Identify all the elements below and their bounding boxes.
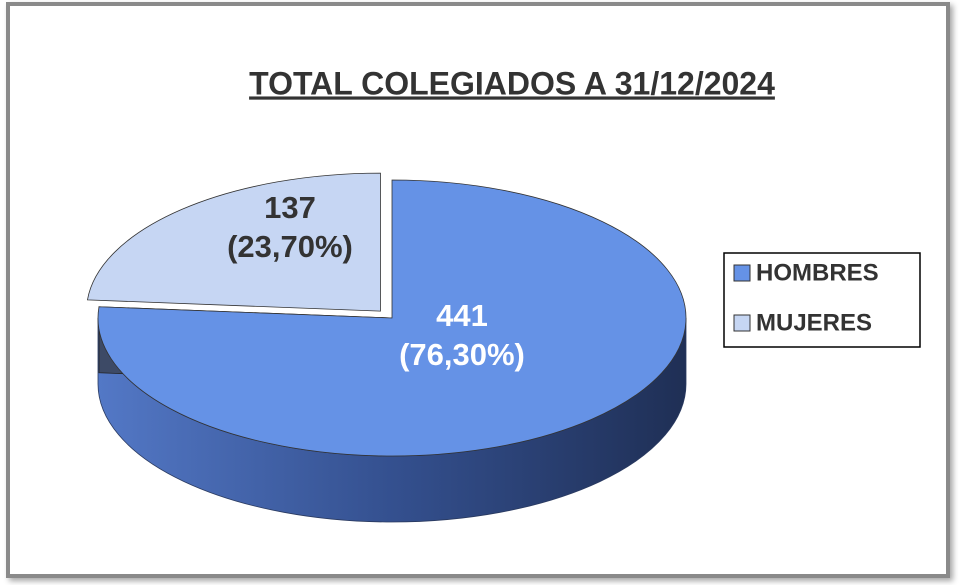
chart-title: TOTAL COLEGIADOS A 31/12/2024 (249, 65, 775, 101)
slice (86, 172, 381, 312)
legend-swatch (733, 264, 751, 282)
legend (723, 252, 921, 348)
legend-swatch (733, 314, 751, 332)
percentage-label: (23,70%) (227, 229, 353, 264)
legend-label: MUJERES (756, 309, 872, 336)
slice (97, 179, 687, 457)
value-label: 137 (264, 190, 316, 225)
value-label: 441 (436, 298, 488, 333)
legend-label: HOMBRES (756, 259, 879, 286)
percentage-label: (76,30%) (399, 337, 525, 372)
